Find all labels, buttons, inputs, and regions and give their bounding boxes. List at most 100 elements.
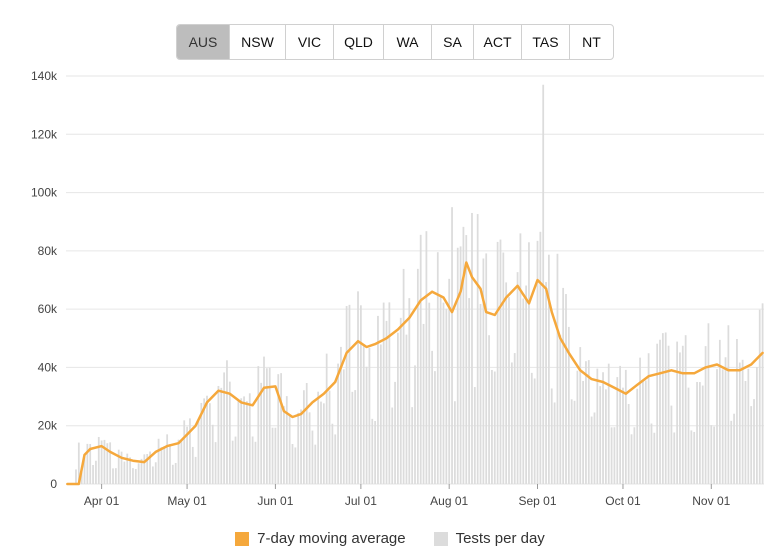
test-bar [496, 241, 499, 484]
test-bar [439, 296, 442, 484]
test-bar [371, 418, 374, 484]
y-tick-label: 80k [38, 244, 58, 258]
test-bar [448, 278, 451, 484]
test-bar [485, 253, 488, 484]
tab-sa[interactable]: SA [431, 25, 473, 59]
tab-nt[interactable]: NT [569, 25, 613, 59]
test-bar [311, 430, 314, 484]
test-bar [476, 214, 479, 484]
y-tick-label: 0 [50, 477, 57, 491]
test-bar [585, 361, 587, 484]
test-bar [114, 468, 117, 484]
test-bar [548, 254, 550, 484]
test-bar [730, 420, 733, 484]
x-tick-label: Jun 01 [257, 494, 293, 508]
test-bar [659, 339, 661, 484]
test-bar [388, 302, 391, 484]
test-bar [146, 454, 149, 484]
test-bar [314, 444, 317, 484]
test-bar [451, 207, 453, 484]
test-bar [664, 332, 667, 484]
test-bar [268, 367, 271, 484]
test-bar [189, 418, 191, 484]
test-bar [305, 383, 308, 484]
test-bar [274, 427, 277, 484]
test-bar [479, 303, 482, 484]
tests-chart: 0 20k 40k 60k 80k 100k 120k 140k Apr 01 May 01 Jun… [31, 69, 764, 508]
test-bar [454, 401, 456, 484]
test-bar [137, 463, 140, 484]
test-bar [456, 247, 459, 484]
test-bar [283, 406, 285, 484]
test-bar [673, 432, 676, 484]
tab-aus[interactable]: AUS [177, 25, 229, 59]
test-bar [243, 396, 245, 484]
test-bar [738, 362, 741, 484]
test-bar [285, 396, 288, 484]
test-bar [599, 386, 602, 484]
test-bar [348, 304, 351, 484]
test-bar [539, 231, 542, 484]
tab-act[interactable]: ACT [473, 25, 521, 59]
test-bar [727, 325, 730, 484]
test-bar [414, 365, 416, 484]
y-tick-label: 40k [38, 360, 58, 374]
test-bar [419, 234, 422, 484]
test-bar [710, 425, 713, 484]
tab-qld[interactable]: QLD [333, 25, 383, 59]
test-bar [753, 399, 755, 484]
test-bar [365, 366, 368, 484]
test-bar [681, 345, 684, 484]
y-tick-label: 20k [38, 419, 58, 433]
test-bar [482, 258, 485, 484]
test-bar [604, 389, 607, 484]
test-bar [619, 365, 622, 484]
test-bar [758, 309, 761, 484]
tab-tas[interactable]: TAS [521, 25, 569, 59]
test-bar [590, 416, 593, 484]
test-bar [100, 440, 103, 484]
test-bar [86, 443, 89, 484]
tab-wa[interactable]: WA [383, 25, 431, 59]
test-bar [570, 399, 573, 484]
test-bar [593, 412, 596, 484]
x-tick-label: May 01 [167, 494, 207, 508]
test-bar [736, 338, 738, 484]
test-bar [83, 455, 86, 484]
test-bar [374, 420, 376, 484]
test-bar [721, 369, 724, 484]
test-bar [761, 303, 764, 484]
test-bar [690, 430, 693, 484]
test-bar [642, 379, 644, 484]
test-bar [667, 345, 670, 484]
test-bar [533, 378, 536, 484]
test-bar [513, 353, 516, 484]
y-tick-label: 140k [31, 69, 58, 83]
test-bar [516, 272, 519, 484]
test-bar [696, 381, 698, 484]
test-bar [166, 434, 169, 484]
test-bar [684, 335, 687, 484]
test-bar [322, 403, 325, 484]
tab-nsw[interactable]: NSW [229, 25, 285, 59]
test-bar [217, 385, 220, 484]
legend-swatch-tests [433, 531, 448, 546]
test-bar [143, 454, 146, 484]
test-bar [699, 382, 701, 484]
test-bar [95, 460, 97, 484]
test-bar [471, 212, 473, 484]
test-bar [445, 308, 448, 484]
test-bar [576, 370, 579, 484]
test-bar [491, 369, 493, 484]
legend-item-tests[interactable]: Tests per day [433, 530, 545, 547]
test-bar [707, 323, 710, 484]
tab-vic[interactable]: VIC [285, 25, 333, 59]
test-bar [226, 360, 228, 484]
test-bar [126, 453, 129, 484]
test-bar [240, 398, 243, 484]
test-bar [559, 335, 562, 484]
test-bar [644, 380, 647, 484]
test-bar [80, 469, 83, 484]
legend-item-avg[interactable]: 7-day moving average [235, 530, 406, 547]
test-bar [679, 352, 681, 484]
